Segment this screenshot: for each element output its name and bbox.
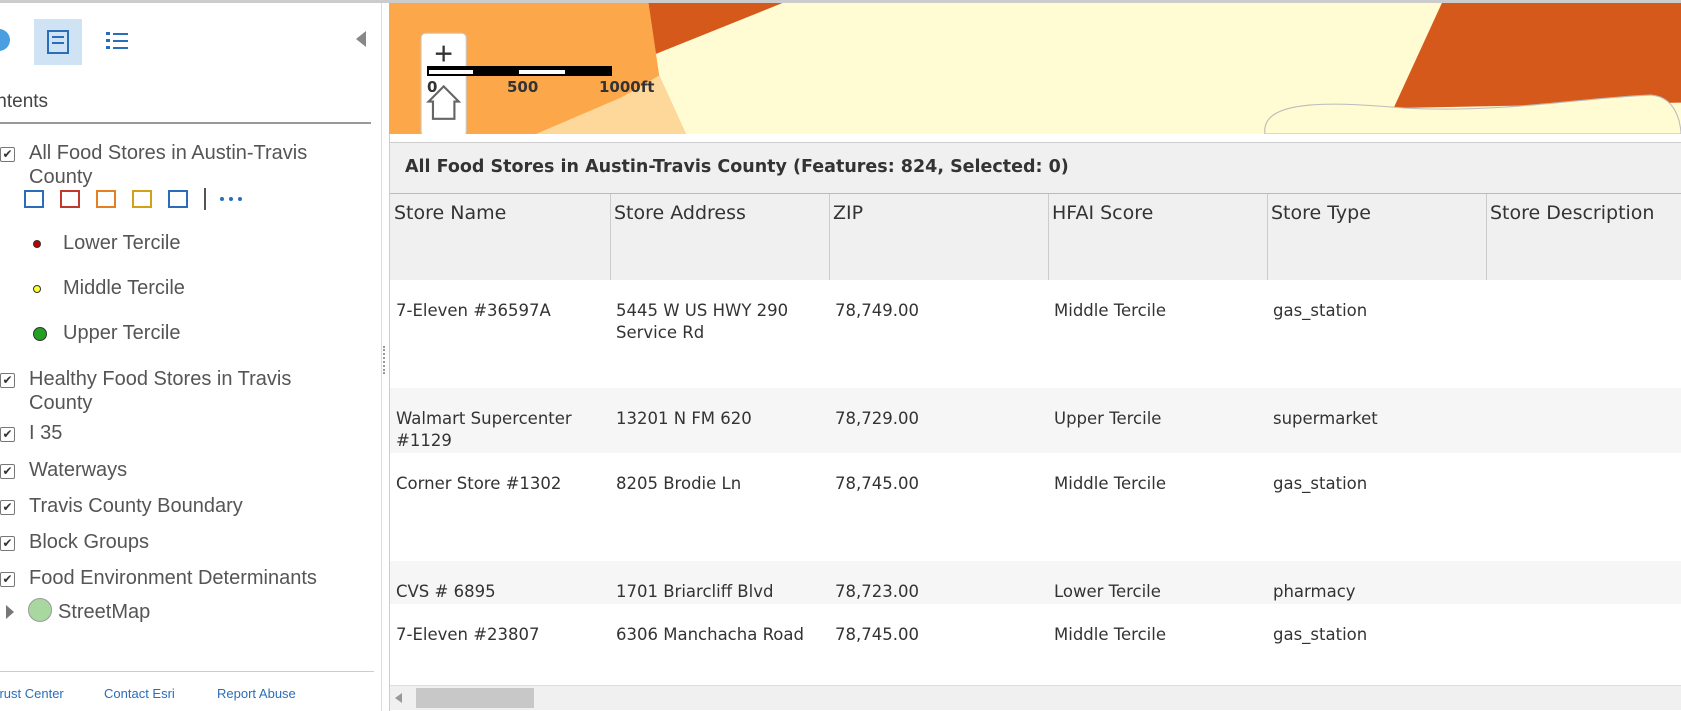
legend-symbol [33, 240, 41, 248]
layer-checkbox[interactable]: ✔ [0, 373, 15, 388]
table-cell: gas_station [1273, 625, 1368, 644]
layer-item[interactable]: Travis County Boundary ✔ [0, 494, 339, 518]
splitter-handle[interactable] [383, 346, 387, 374]
toolbar-sep [204, 188, 206, 210]
layer-item[interactable]: All Food Stores in Austin-Travis County ✔ [0, 141, 339, 189]
scale-bar: 0 500 1000ft [427, 66, 654, 96]
scale-label: 500 [507, 78, 538, 96]
toolbar-button[interactable] [168, 190, 188, 208]
layer-item[interactable]: Block Groups ✔ [0, 530, 339, 554]
layer-checkbox[interactable]: ✔ [0, 147, 15, 162]
layer-item[interactable]: Healthy Food Stores in Travis County ✔ [0, 367, 339, 415]
layer-item[interactable]: I 35 ✔ [0, 421, 339, 445]
column-header[interactable]: HFAI Score [1052, 202, 1154, 224]
table-cell: 78,745.00 [835, 474, 919, 493]
table-cell: Middle Tercile [1054, 625, 1166, 644]
column-header[interactable]: ZIP [833, 202, 864, 224]
legend-item: Upper Tercile [33, 322, 180, 345]
heading-rule [0, 122, 371, 124]
legend-symbol [33, 285, 41, 293]
toolbar-button[interactable] [60, 190, 80, 208]
footer-link[interactable]: Trust Center [0, 686, 64, 701]
table-cell: 7-Eleven #23807 [396, 625, 540, 644]
basemap-icon [28, 598, 52, 622]
layer-item[interactable]: StreetMap [6, 598, 368, 624]
tab-icon[interactable] [0, 29, 10, 51]
table-cell: 5445 W US HWY 290 Service Rd [616, 301, 789, 342]
table-cell: 78,749.00 [835, 301, 919, 320]
table-cell: 78,729.00 [835, 409, 919, 428]
scale-label: 0 [427, 78, 437, 96]
layer-checkbox[interactable]: ✔ [0, 572, 15, 587]
layer-item[interactable]: Waterways ✔ [0, 458, 339, 482]
layer-checkbox[interactable]: ✔ [0, 500, 15, 515]
table-cell: supermarket [1273, 409, 1378, 428]
attribute-table: All Food Stores in Austin-Travis County … [389, 134, 1681, 711]
table-row[interactable] [390, 388, 1681, 453]
header-row [390, 194, 1681, 281]
top-border [0, 0, 1681, 3]
table-cell: 6306 Manchacha Road [616, 625, 804, 644]
table-cell: 1701 Briarcliff Blvd [616, 582, 774, 601]
table-cell: Upper Tercile [1054, 409, 1162, 428]
table-row[interactable] [390, 604, 1681, 685]
table-cell: CVS # 6895 [396, 582, 496, 601]
collapse-button[interactable] [354, 29, 368, 49]
footer-link[interactable]: Contact Esri [104, 686, 175, 701]
tab-contents[interactable] [34, 19, 82, 65]
table-cell: 8205 Brodie Ln [616, 474, 742, 493]
svg-text:+: + [434, 36, 453, 72]
legend-tab[interactable] [104, 29, 132, 55]
table-cell: 7-Eleven #36597A [396, 301, 551, 320]
legend-item: Middle Tercile [33, 277, 185, 300]
table-cell: 78,745.00 [835, 625, 919, 644]
side-panel: Contents All Food Stores in Austin-Travi… [0, 3, 384, 711]
scroll-thumb[interactable] [416, 688, 534, 708]
table-cell: 78,723.00 [835, 582, 919, 601]
h-scrollbar[interactable] [390, 685, 1681, 710]
table-cell: Middle Tercile [1054, 301, 1166, 320]
column-header[interactable]: Store Address [614, 202, 746, 224]
column-header[interactable]: Store Name [394, 202, 507, 224]
table-row[interactable] [390, 453, 1681, 561]
footer-rule [0, 671, 374, 672]
toolbar-button[interactable] [24, 190, 44, 208]
table-cell: Lower Tercile [1054, 582, 1161, 601]
table-cell: gas_station [1273, 301, 1368, 320]
footer-link[interactable]: Report Abuse [217, 686, 296, 701]
layer-toolbar [24, 188, 254, 212]
table-cell: Middle Tercile [1054, 474, 1166, 493]
table-cell: pharmacy [1273, 582, 1356, 601]
toolbar-button[interactable] [96, 190, 116, 208]
scale-label: 1000ft [599, 78, 654, 96]
table-row[interactable] [390, 280, 1681, 388]
toolbar-button[interactable] [132, 190, 152, 208]
layer-checkbox[interactable]: ✔ [0, 427, 15, 442]
table-grid: Store Name Store Address ZIP HFAI Score Stor… [390, 194, 1681, 685]
table-row[interactable] [390, 561, 1681, 604]
column-header[interactable]: Store Description [1490, 202, 1655, 224]
more-button[interactable] [220, 197, 242, 205]
layer-checkbox[interactable]: ✔ [0, 536, 15, 551]
table-cell: Walmart Supercenter #1129 [396, 409, 572, 450]
layer-checkbox[interactable]: ✔ [0, 464, 15, 479]
contents-icon [47, 30, 69, 54]
legend-symbol [33, 327, 47, 341]
splitter[interactable] [381, 3, 382, 711]
table-cell: 13201 N FM 620 [616, 409, 752, 428]
table-cell: Corner Store #1302 [396, 474, 562, 493]
layer-item[interactable]: Food Environment Determinants ✔ [0, 566, 339, 590]
legend-item: Lower Tercile [33, 232, 180, 255]
table-cell: gas_station [1273, 474, 1368, 493]
table-titlebar: All Food Stores in Austin-Travis County … [390, 142, 1681, 194]
column-header[interactable]: Store Type [1271, 202, 1371, 224]
panel-heading: Contents [0, 91, 49, 112]
expand-arrow[interactable] [6, 605, 14, 619]
table-title: All Food Stores in Austin-Travis County … [405, 157, 1069, 177]
